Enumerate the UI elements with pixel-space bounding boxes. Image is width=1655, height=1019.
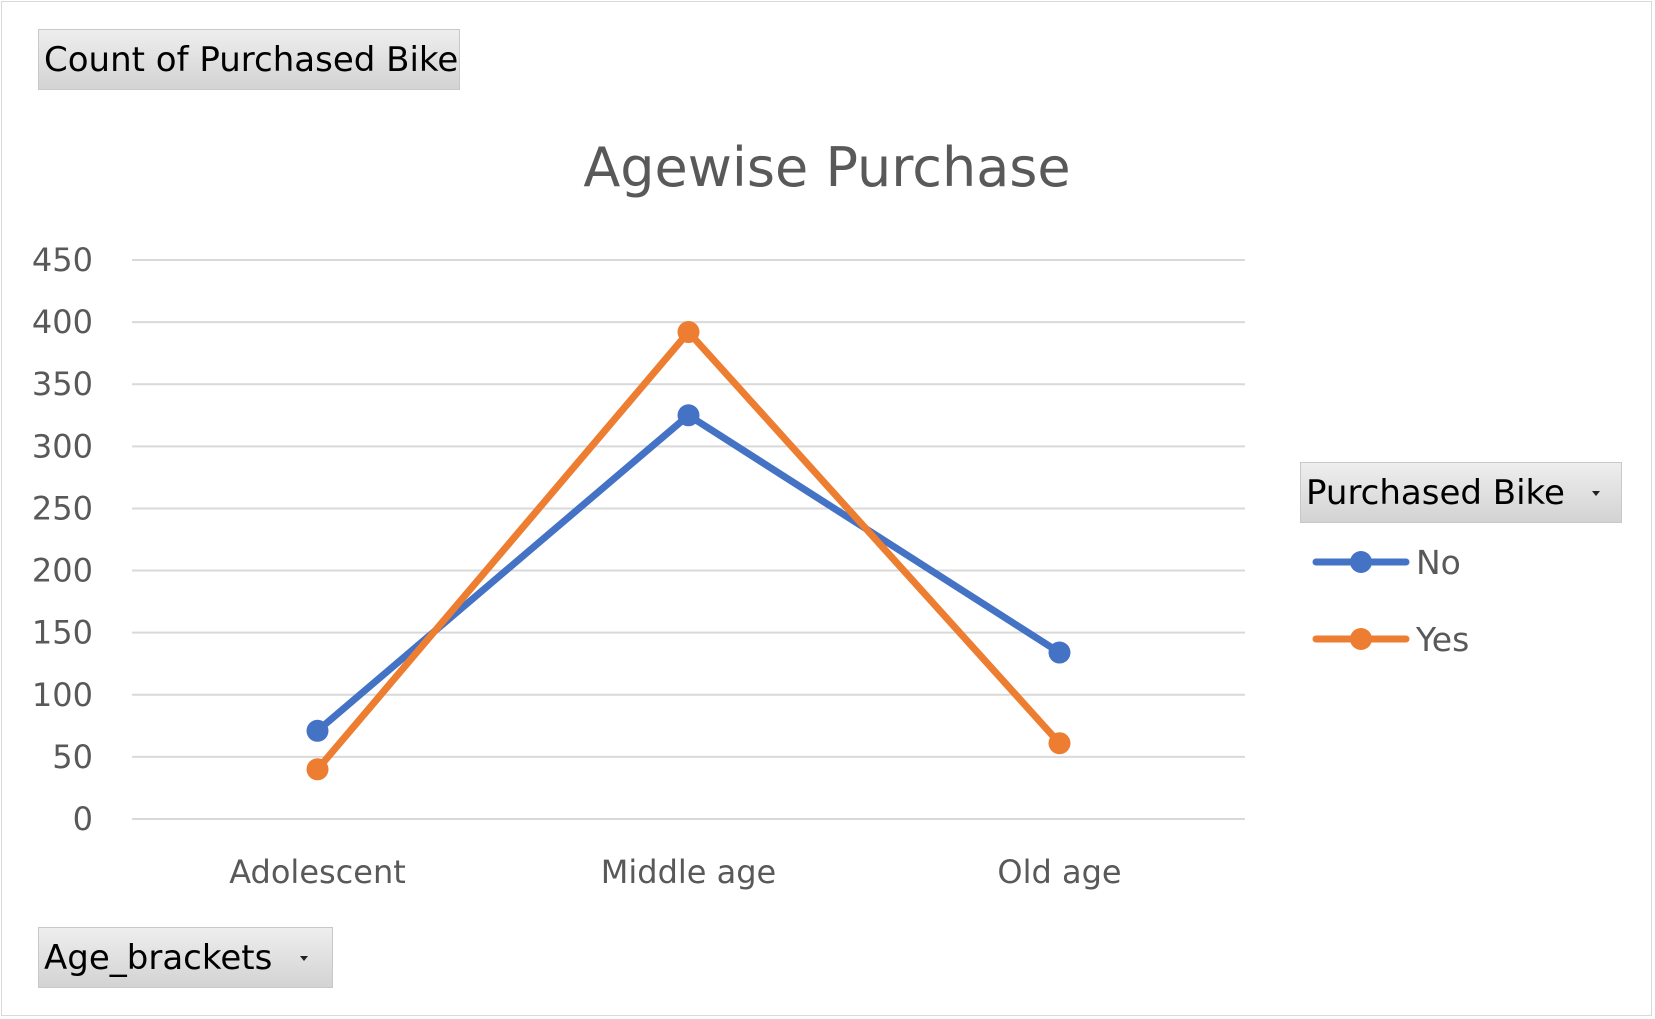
y-tick-label: 0 (73, 800, 93, 838)
legend-field-button[interactable]: Purchased Bike (1300, 462, 1622, 523)
legend-item-no[interactable]: No (1312, 542, 1461, 582)
y-tick-label: 300 (32, 427, 93, 465)
legend-field-label: Purchased Bike (1306, 472, 1565, 513)
y-tick-label: 100 (32, 676, 93, 714)
gridlines (132, 259, 1245, 820)
y-tick-label: 50 (52, 738, 93, 776)
series-line-yes[interactable] (314, 328, 1063, 773)
chevron-down-icon[interactable] (300, 956, 308, 961)
legend-label: Yes (1416, 619, 1470, 659)
y-tick-label: 200 (32, 552, 93, 590)
legend-item-yes[interactable]: Yes (1312, 619, 1469, 659)
y-tick-label: 150 (32, 614, 93, 652)
row-field-label: Age_brackets (44, 937, 273, 978)
y-tick-label: 450 (32, 241, 93, 279)
chevron-down-icon[interactable] (1592, 491, 1600, 496)
legend-marker (1312, 628, 1410, 650)
data-point-no[interactable] (1048, 641, 1071, 664)
x-tick-label: Adolescent (229, 853, 406, 891)
legend-marker (1312, 551, 1410, 573)
data-point-no[interactable] (677, 404, 700, 427)
x-axis: Adolescent Middle age Old age (229, 853, 1121, 891)
x-tick-label: Middle age (601, 853, 776, 891)
legend-label: No (1416, 542, 1461, 582)
y-axis: 0 50 100 150 200 250 300 350 400 450 (32, 241, 93, 838)
data-point-yes[interactable] (677, 321, 700, 344)
series-group (306, 321, 1071, 781)
data-point-no[interactable] (306, 719, 329, 742)
series-line-no[interactable] (314, 411, 1063, 735)
data-point-yes[interactable] (1048, 732, 1071, 755)
data-point-yes[interactable] (306, 758, 329, 781)
y-tick-label: 400 (32, 303, 93, 341)
y-tick-label: 350 (32, 365, 93, 403)
row-field-button[interactable]: Age_brackets (38, 927, 333, 988)
value-field-label: Count of Purchased Bike (44, 39, 459, 80)
y-tick-label: 250 (32, 489, 93, 527)
value-field-button[interactable]: Count of Purchased Bike (38, 29, 460, 90)
chart-title: Agewise Purchase (583, 136, 1070, 199)
x-tick-label: Old age (997, 853, 1121, 891)
